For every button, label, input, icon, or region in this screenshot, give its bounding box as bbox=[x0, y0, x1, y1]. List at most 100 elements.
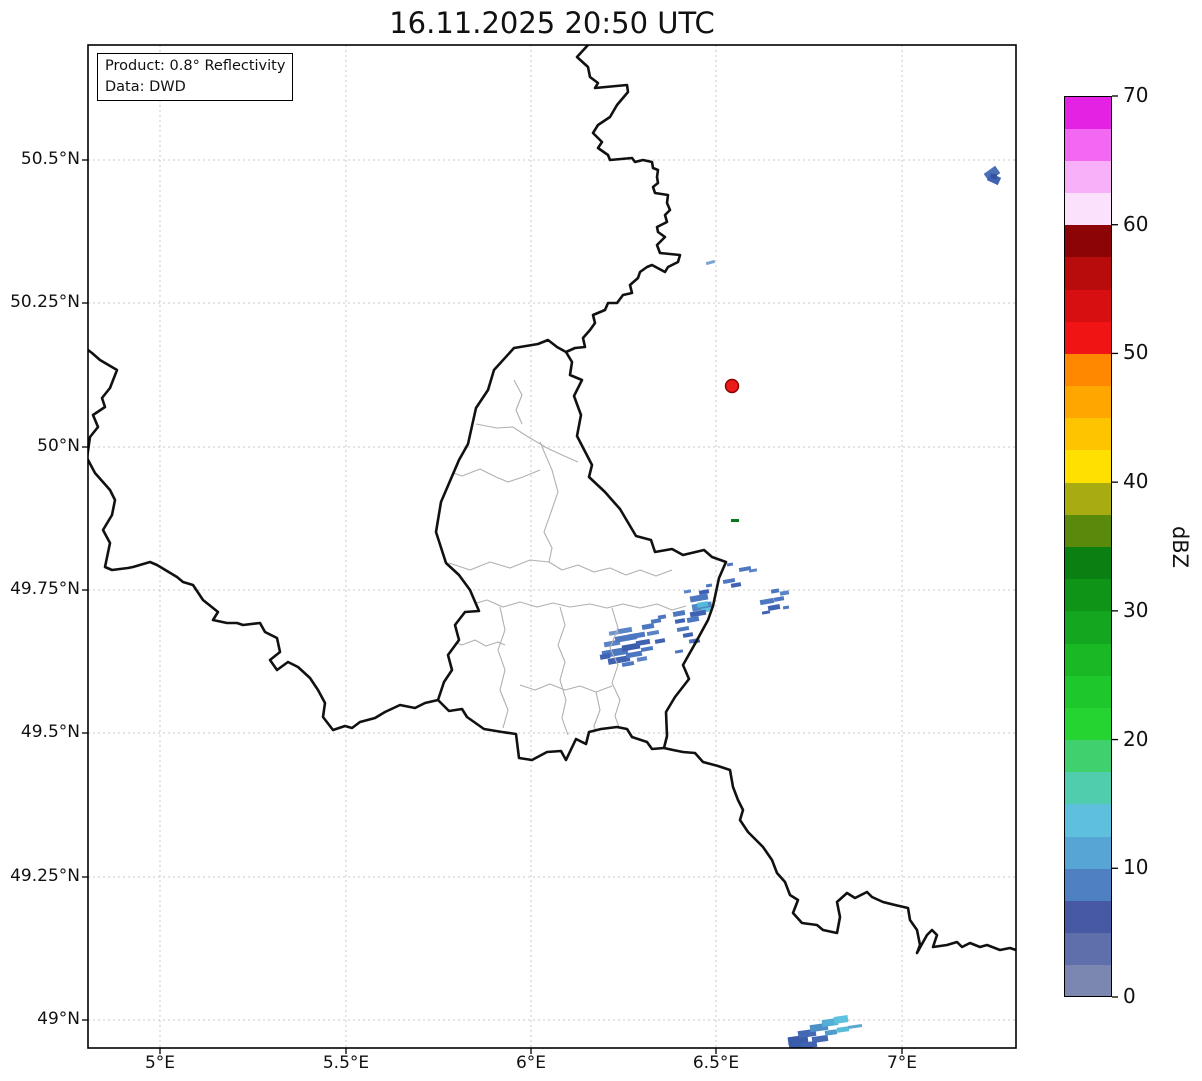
canton-line bbox=[448, 639, 506, 647]
x-tick-label: 7°E bbox=[886, 1053, 918, 1073]
radar-echo bbox=[738, 565, 752, 573]
radar-echo bbox=[705, 259, 716, 266]
colorbar-tick-label: 60 bbox=[1123, 211, 1149, 236]
colorbar-band bbox=[1064, 417, 1112, 451]
y-tick-label: 49.5°N bbox=[20, 722, 80, 742]
y-tick-label: 50.5°N bbox=[20, 149, 80, 169]
radar-echo bbox=[730, 582, 742, 588]
canton-line bbox=[513, 379, 523, 425]
canton-line bbox=[454, 599, 687, 611]
radar-echo bbox=[686, 615, 700, 624]
radar-echo bbox=[672, 609, 686, 618]
colorbar-band bbox=[1064, 514, 1112, 547]
radar-site-marker bbox=[724, 378, 740, 394]
radar-echo-layer bbox=[599, 165, 1002, 1048]
canton-line bbox=[548, 561, 673, 577]
y-tick-label: 50°N bbox=[37, 436, 80, 456]
border-luxembourg bbox=[434, 338, 728, 762]
colorbar-band bbox=[1064, 96, 1112, 129]
colorbar-band bbox=[1064, 128, 1112, 161]
canton-line bbox=[593, 691, 601, 756]
colorbar-outline bbox=[1064, 96, 1112, 997]
border-france-belgium bbox=[88, 348, 440, 732]
radar-echo bbox=[983, 165, 1001, 182]
canton-line bbox=[557, 606, 569, 736]
border-belgium-germany bbox=[564, 45, 682, 354]
colorbar-band bbox=[1064, 900, 1112, 934]
colorbar-band bbox=[1064, 836, 1112, 869]
radar-echo bbox=[621, 642, 641, 652]
axes-frame bbox=[87, 44, 1017, 1049]
luxembourg-canton-borders bbox=[444, 379, 687, 756]
x-tick-label: 6.5°E bbox=[692, 1053, 740, 1073]
colorbar-band bbox=[1064, 449, 1112, 483]
colorbar-unit-label: dBZ bbox=[1168, 525, 1192, 569]
radar-echo bbox=[625, 650, 643, 659]
radar-echo bbox=[689, 609, 707, 618]
radar-site-layer bbox=[724, 378, 740, 394]
colorbar-band bbox=[1064, 321, 1112, 354]
y-tick-label: 50.25°N bbox=[10, 292, 80, 312]
canton-line bbox=[475, 423, 579, 463]
colorbar-band bbox=[1064, 643, 1112, 676]
colorbar-tick-label: 10 bbox=[1123, 855, 1149, 880]
radar-echo bbox=[833, 1015, 849, 1024]
radar-echo bbox=[674, 649, 684, 654]
radar-echo bbox=[779, 590, 790, 596]
tick-marks bbox=[82, 159, 903, 1054]
radar-echo bbox=[761, 610, 771, 615]
radar-echo bbox=[759, 597, 775, 606]
colorbar-band bbox=[1064, 803, 1112, 837]
canton-line bbox=[444, 468, 541, 483]
radar-echo bbox=[698, 589, 710, 595]
colorbar-band bbox=[1064, 610, 1112, 644]
gridlines bbox=[88, 45, 1016, 1048]
colorbar-band bbox=[1064, 932, 1112, 966]
radar-echo bbox=[682, 632, 694, 638]
colorbar-tick-label: 20 bbox=[1123, 726, 1149, 751]
radar-echo bbox=[676, 625, 690, 633]
colorbar-band bbox=[1064, 224, 1112, 258]
radar-echo bbox=[640, 645, 654, 653]
radar-echo bbox=[599, 653, 611, 660]
colorbar-band bbox=[1064, 160, 1112, 194]
radar-echo bbox=[722, 577, 736, 585]
canton-line bbox=[497, 606, 509, 729]
radar-echo bbox=[767, 603, 781, 612]
x-tick-label: 5.5°E bbox=[322, 1053, 370, 1073]
radar-echo bbox=[674, 618, 686, 624]
colorbar-band bbox=[1064, 482, 1112, 515]
colorbar-band bbox=[1064, 964, 1112, 998]
colorbar-band bbox=[1064, 675, 1112, 708]
radar-echo bbox=[748, 568, 758, 573]
colorbar-band bbox=[1064, 546, 1112, 580]
border-france-germany bbox=[662, 746, 1016, 955]
canton-line bbox=[609, 607, 621, 731]
colorbar-band bbox=[1064, 256, 1112, 290]
radar-echo bbox=[641, 622, 655, 631]
radar-echo bbox=[683, 589, 692, 594]
radar-echo bbox=[621, 660, 635, 668]
info-box: Product: 0.8° Reflectivity Data: DWD bbox=[97, 53, 294, 101]
colorbar-band bbox=[1064, 385, 1112, 419]
radar-echo bbox=[617, 626, 633, 635]
radar-echo bbox=[991, 174, 997, 179]
radar-echo bbox=[788, 1042, 802, 1048]
radar-echo bbox=[824, 1029, 838, 1036]
info-product: Product: 0.8° Reflectivity bbox=[105, 58, 286, 74]
radar-echo bbox=[657, 614, 667, 620]
radar-echo bbox=[770, 588, 780, 594]
radar-echo bbox=[773, 596, 785, 602]
info-data-source: Data: DWD bbox=[105, 78, 186, 95]
colorbar-tick-label: 70 bbox=[1123, 83, 1149, 107]
colorbar-band bbox=[1064, 353, 1112, 387]
canton-line bbox=[448, 559, 550, 571]
radar-echo bbox=[798, 1040, 818, 1048]
radar-echo bbox=[635, 638, 651, 647]
y-tick-label: 49.25°N bbox=[10, 866, 80, 886]
radar-echo bbox=[636, 656, 648, 662]
radar-echo bbox=[696, 601, 709, 608]
colorbar-band bbox=[1064, 192, 1112, 226]
radar-echo bbox=[731, 519, 739, 522]
